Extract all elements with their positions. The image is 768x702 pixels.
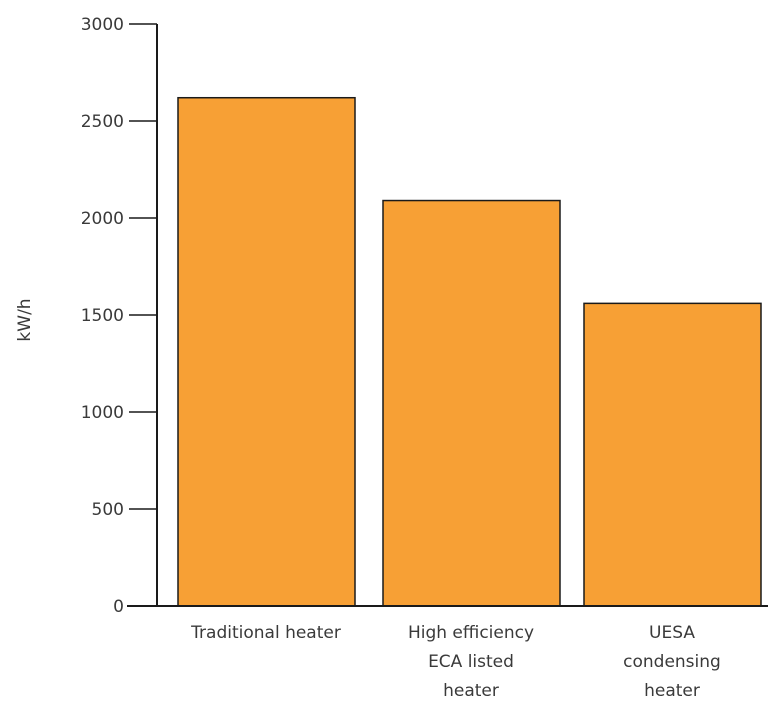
y-axis: 0 500 1000 1500 2000 2500 3000 bbox=[81, 15, 158, 617]
y-axis-title: kW/h bbox=[15, 298, 35, 341]
x-category-label: High efficiency ECA listed heater bbox=[408, 623, 534, 701]
x-category-label-line: condensing bbox=[623, 652, 721, 672]
x-category-label-line: ECA listed bbox=[428, 652, 514, 672]
y-tick-label: 2000 bbox=[81, 209, 124, 229]
x-category-label-line: High efficiency bbox=[408, 623, 534, 643]
x-category-label: UESA condensing heater bbox=[623, 623, 721, 701]
x-category-label-line: UESA bbox=[649, 623, 695, 643]
bar bbox=[382, 199, 561, 607]
x-category-label: Traditional heater bbox=[190, 623, 341, 643]
x-category-label-line: heater bbox=[443, 681, 499, 701]
y-tick-label: 2500 bbox=[81, 112, 124, 132]
bar bbox=[583, 302, 762, 607]
x-category-label-line: Traditional heater bbox=[190, 623, 341, 643]
bars bbox=[177, 96, 762, 607]
y-tick-label: 1500 bbox=[81, 306, 124, 326]
y-tick-label: 3000 bbox=[81, 15, 124, 35]
y-tick-label: 0 bbox=[113, 597, 124, 617]
x-axis: Traditional heater High efficiency ECA lis… bbox=[127, 605, 768, 701]
y-tick-label: 500 bbox=[92, 500, 124, 520]
y-tick-label: 1000 bbox=[81, 403, 124, 423]
x-category-label-line: heater bbox=[644, 681, 700, 701]
bar bbox=[177, 96, 356, 607]
